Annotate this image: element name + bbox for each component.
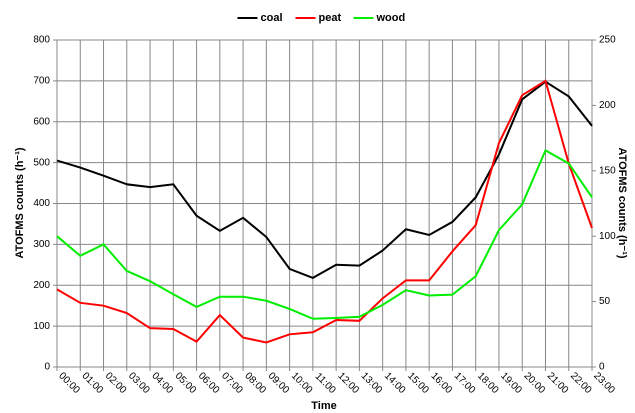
x-tick-label: 01:00	[80, 370, 106, 396]
x-tick-label: 21:00	[545, 370, 571, 396]
y2-tick-label: 100	[599, 231, 616, 242]
y2-tick-label: 200	[599, 100, 616, 111]
plot-frame	[56, 39, 593, 368]
x-tick-label: 23:00	[591, 370, 617, 396]
y-tick-label: 700	[33, 76, 50, 87]
series-line	[56, 80, 593, 279]
x-tick-label: 20:00	[521, 370, 547, 396]
y-tick-label: 100	[33, 321, 50, 332]
y-tick-label: 200	[33, 280, 50, 291]
x-tick-label: 11:00	[313, 371, 338, 396]
y-tick-label: 0	[44, 362, 50, 373]
x-tick-label: 18:00	[475, 370, 501, 396]
y-tick-label: 500	[33, 157, 50, 168]
x-tick-label: 17:00	[452, 370, 478, 396]
y-tick-label: 400	[33, 198, 50, 209]
x-tick-label: 08:00	[242, 370, 268, 396]
x-tick-label: 00:00	[56, 370, 82, 396]
series-line	[56, 79, 593, 344]
series-line	[56, 148, 593, 320]
x-tick-label: 15:00	[405, 370, 431, 396]
y2-tick-label: 250	[599, 35, 616, 46]
x-tick-label: 10:00	[289, 370, 315, 396]
y2-tick-label: 50	[599, 296, 611, 307]
y-axis-title: ATOFMS counts (h⁻¹)	[14, 147, 26, 258]
x-tick-label: 13:00	[359, 370, 385, 396]
x-tick-label: 06:00	[196, 370, 222, 396]
x-tick-label: 02:00	[103, 370, 129, 396]
x-tick-label: 14:00	[382, 370, 408, 396]
y2-tick-label: 150	[599, 165, 616, 176]
x-tick-label: 07:00	[219, 370, 245, 396]
y2-tick-label: 0	[599, 362, 605, 373]
y-tick-label: 300	[33, 239, 50, 250]
x-tick-label: 03:00	[126, 370, 152, 396]
legend-label: peat	[319, 12, 342, 24]
x-axis-title: Time	[311, 400, 336, 412]
x-tick-label: 22:00	[568, 370, 594, 396]
x-tick-label: 04:00	[149, 370, 175, 396]
legend-label: wood	[376, 12, 406, 24]
x-tick-label: 16:00	[428, 370, 454, 396]
legend-label: coal	[261, 12, 283, 24]
y-tick-label: 800	[33, 35, 50, 46]
x-tick-label: 09:00	[266, 370, 292, 396]
x-tick-label: 19:00	[498, 370, 524, 396]
x-tick-label: 12:00	[335, 370, 361, 396]
x-tick-label: 05:00	[173, 370, 199, 396]
y-tick-label: 600	[33, 116, 50, 127]
y2-axis-title: ATOFMS counts (h⁻¹)	[616, 147, 628, 258]
